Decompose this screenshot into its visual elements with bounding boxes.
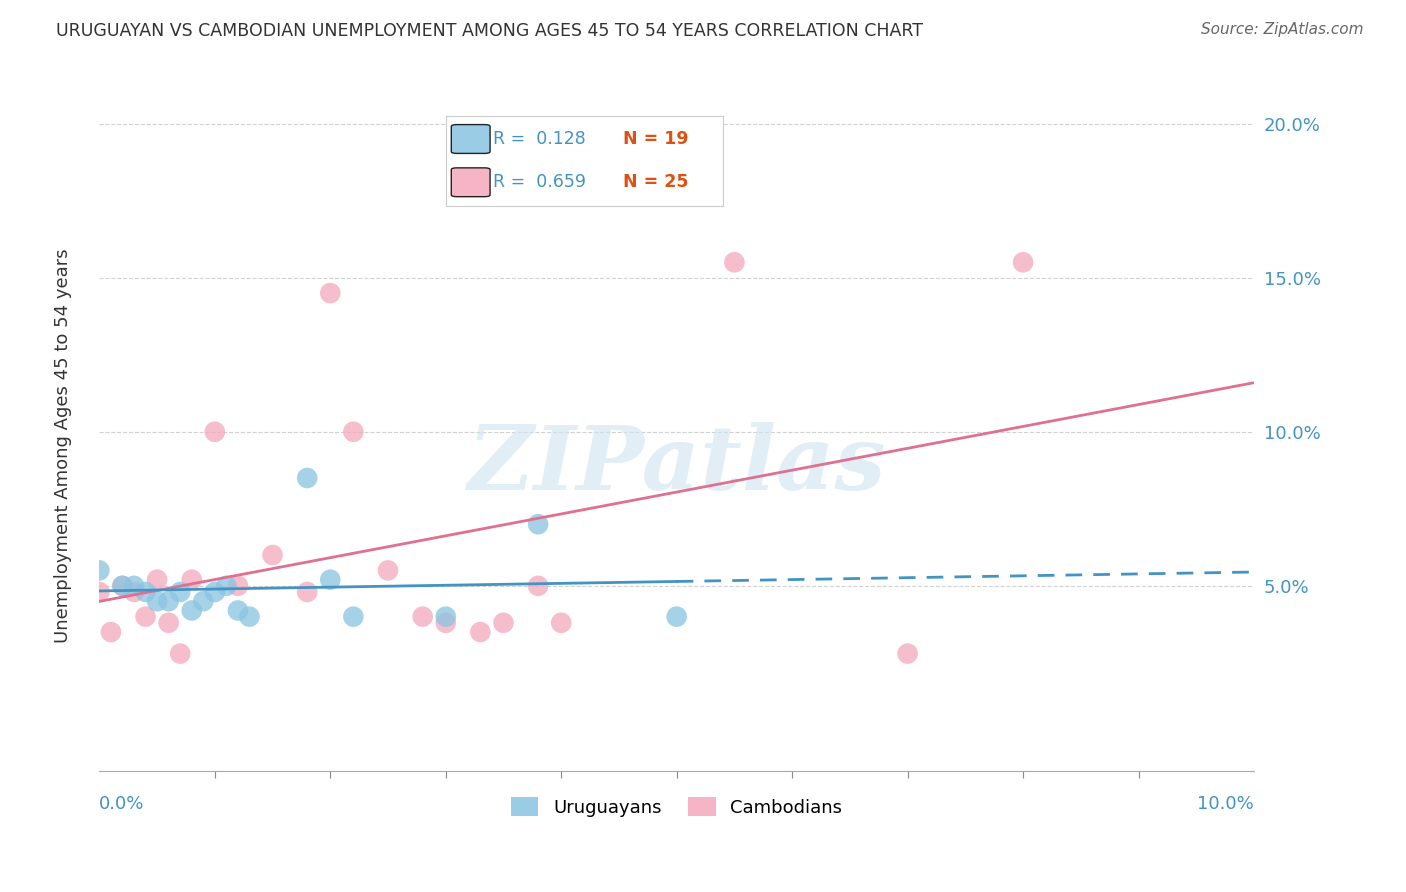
Point bbox=[89, 585, 111, 599]
Point bbox=[295, 585, 318, 599]
Point bbox=[262, 548, 284, 562]
Point bbox=[135, 609, 157, 624]
Point bbox=[146, 573, 169, 587]
Text: Source: ZipAtlas.com: Source: ZipAtlas.com bbox=[1201, 22, 1364, 37]
Point bbox=[122, 585, 145, 599]
Point bbox=[180, 603, 202, 617]
Point bbox=[180, 573, 202, 587]
Point bbox=[204, 425, 226, 439]
Point bbox=[897, 647, 920, 661]
Point bbox=[723, 255, 745, 269]
Point bbox=[434, 609, 457, 624]
Point bbox=[434, 615, 457, 630]
Point bbox=[122, 579, 145, 593]
Text: ZIPatlas: ZIPatlas bbox=[468, 423, 886, 509]
Point bbox=[169, 585, 191, 599]
Point bbox=[111, 579, 134, 593]
Point bbox=[319, 286, 342, 301]
Point bbox=[146, 594, 169, 608]
Point bbox=[226, 579, 249, 593]
Point bbox=[157, 615, 180, 630]
Point bbox=[135, 585, 157, 599]
Point bbox=[100, 625, 122, 640]
Text: 0.0%: 0.0% bbox=[100, 796, 145, 814]
Point bbox=[226, 603, 249, 617]
Point bbox=[342, 425, 364, 439]
Point bbox=[111, 579, 134, 593]
Point bbox=[470, 625, 492, 640]
Legend: Uruguayans, Cambodians: Uruguayans, Cambodians bbox=[505, 790, 849, 824]
Point bbox=[665, 609, 688, 624]
Point bbox=[157, 594, 180, 608]
Point bbox=[527, 517, 550, 532]
Point bbox=[238, 609, 260, 624]
Point bbox=[527, 579, 550, 593]
Point bbox=[295, 471, 318, 485]
Point bbox=[193, 594, 215, 608]
Text: Unemployment Among Ages 45 to 54 years: Unemployment Among Ages 45 to 54 years bbox=[55, 249, 72, 643]
Text: 10.0%: 10.0% bbox=[1198, 796, 1254, 814]
Point bbox=[319, 573, 342, 587]
Point bbox=[377, 563, 399, 577]
Point bbox=[215, 579, 238, 593]
Point bbox=[169, 647, 191, 661]
Point bbox=[204, 585, 226, 599]
Point bbox=[550, 615, 572, 630]
Point bbox=[1012, 255, 1035, 269]
Point bbox=[412, 609, 434, 624]
Point bbox=[89, 563, 111, 577]
Text: URUGUAYAN VS CAMBODIAN UNEMPLOYMENT AMONG AGES 45 TO 54 YEARS CORRELATION CHART: URUGUAYAN VS CAMBODIAN UNEMPLOYMENT AMON… bbox=[56, 22, 924, 40]
Point bbox=[492, 615, 515, 630]
Point bbox=[342, 609, 364, 624]
